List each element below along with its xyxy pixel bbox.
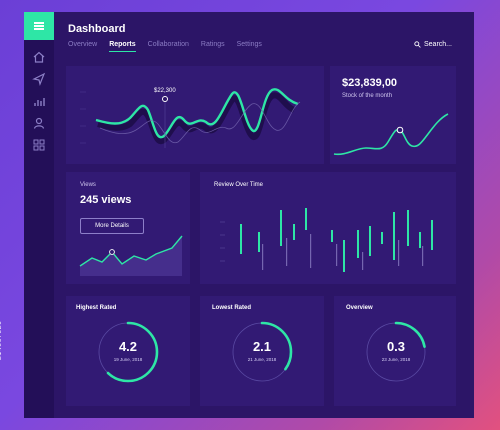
highest-rated-card: Highest Rated 4.2 19 June, 2018	[66, 296, 190, 406]
stock-label: Stock of the month	[342, 93, 393, 99]
views-marker[interactable]	[109, 249, 115, 255]
home-icon[interactable]	[32, 50, 46, 64]
watermark-id: 214667020	[0, 320, 3, 360]
tab-settings[interactable]: Settings	[236, 41, 262, 48]
views-card: Views 245 views More Details	[66, 172, 190, 284]
rating-progress-arc-1	[97, 321, 159, 383]
rating-value-3: 0.3	[386, 339, 406, 354]
tab-ratings[interactable]: Ratings	[200, 41, 225, 48]
rating-dial-3: 0.3 23 June, 2018	[364, 320, 428, 384]
user-icon[interactable]	[32, 116, 46, 130]
review-title: Review Over Time	[214, 182, 264, 188]
menu-icon[interactable]	[24, 12, 54, 40]
rating-progress-arc-2	[231, 321, 293, 383]
rating-title-2: Lowest Rated	[212, 305, 252, 311]
stock-marker[interactable]	[396, 126, 404, 134]
lowest-rated-card: Lowest Rated 2.1 21 June, 2018	[200, 296, 324, 406]
page-title: Dashboard	[68, 23, 126, 35]
views-value: 245 views	[80, 194, 132, 206]
rating-progress-arc-3	[365, 321, 427, 383]
views-label: Views	[80, 182, 96, 188]
tab-collaboration[interactable]: Collaboration	[147, 41, 189, 48]
review-card: Review Over Time	[200, 172, 456, 284]
rating-value-1: 4.2	[118, 339, 138, 354]
review-candlestick-chart	[220, 208, 433, 272]
stock-line-chart	[333, 113, 449, 156]
stock-value: $23,839,00	[342, 77, 398, 89]
tab-reports[interactable]: Reports	[109, 41, 137, 52]
rating-title-1: Highest Rated	[76, 305, 117, 311]
revenue-line	[95, 88, 299, 139]
marker-label: $22,300	[154, 88, 176, 94]
main-chart-card: $22,300	[66, 66, 324, 164]
overview-rating-card: Overview 0.3 23 June, 2018	[334, 296, 456, 406]
grid-icon[interactable]	[32, 138, 46, 152]
tab-overview[interactable]: Overview	[68, 41, 98, 48]
dashboard-window: Dashboard Overview Reports Collaboration…	[24, 12, 474, 418]
send-icon[interactable]	[32, 72, 46, 86]
search-icon	[414, 41, 421, 48]
rating-dial-1: 4.2 19 June, 2018	[96, 320, 160, 384]
rating-date-2: 21 June, 2018	[247, 357, 277, 362]
main-wave-chart	[80, 88, 301, 148]
rating-value-2: 2.1	[252, 339, 272, 354]
stock-card: $23,839,00 Stock of the month	[330, 66, 456, 164]
rating-date-3: 23 June, 2018	[381, 357, 411, 362]
chart-marker[interactable]	[162, 96, 168, 102]
rating-date-1: 19 June, 2018	[113, 357, 143, 362]
search-label: Search...	[423, 41, 452, 48]
more-details-button[interactable]: More Details	[80, 218, 144, 234]
rating-dial-2: 2.1 21 June, 2018	[230, 320, 294, 384]
bar-chart-icon[interactable]	[32, 94, 46, 108]
search-box[interactable]: Search...	[414, 41, 452, 48]
rating-title-3: Overview	[346, 305, 373, 311]
sidebar	[24, 12, 54, 418]
tab-bar: Overview Reports Collaboration Ratings S…	[68, 41, 262, 52]
views-area-chart	[79, 235, 183, 276]
